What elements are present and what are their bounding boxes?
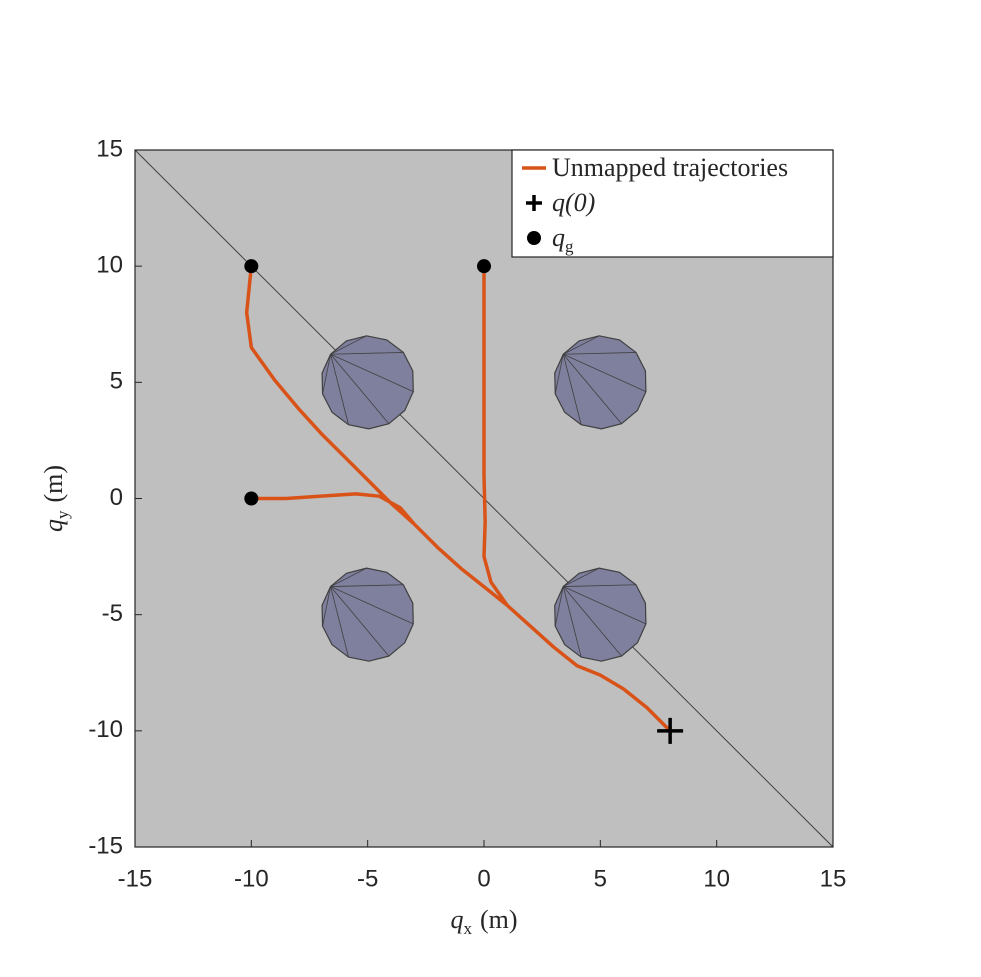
obstacle-shape xyxy=(321,567,414,662)
label-symbol: q xyxy=(39,519,68,532)
label-symbol: q xyxy=(450,905,463,934)
mesh-edge xyxy=(562,586,622,657)
y-axis-label: qy (m) xyxy=(39,465,72,532)
legend-plus xyxy=(526,195,542,211)
start-marker xyxy=(657,717,684,744)
legend-label: Unmapped trajectories xyxy=(552,153,788,182)
label-unit: (m) xyxy=(39,465,68,503)
legend-subscript: g xyxy=(565,237,574,256)
legend: Unmapped trajectories q(0) qg xyxy=(511,149,834,258)
y-tick-label: 10 xyxy=(96,252,123,279)
mesh-edge xyxy=(554,354,564,394)
mesh-edge xyxy=(330,567,367,587)
mesh-edge xyxy=(330,353,390,425)
mesh-edge xyxy=(330,584,404,587)
mesh-edge xyxy=(322,354,331,394)
y-tick-label: 5 xyxy=(110,368,123,395)
mesh-edge xyxy=(330,353,414,392)
mesh-edge xyxy=(330,352,404,355)
label-unit: (m) xyxy=(480,905,518,934)
x-tick-label: 10 xyxy=(703,865,730,892)
goal-marker xyxy=(477,259,491,274)
y-tick-label: 0 xyxy=(110,484,123,511)
mesh-edge xyxy=(563,584,637,587)
obstacle xyxy=(554,335,647,430)
mesh-edge xyxy=(330,335,367,355)
legend-label: qg xyxy=(552,223,574,256)
goal-marker xyxy=(244,491,259,506)
mesh-edge xyxy=(330,586,414,625)
x-tick-label: -15 xyxy=(118,865,153,892)
y-tick-label: -15 xyxy=(88,832,123,859)
y-tick-label: -5 xyxy=(102,600,123,627)
label-subscript: y xyxy=(53,510,72,519)
mesh-edge xyxy=(562,353,622,425)
y-tick-label: -10 xyxy=(88,716,123,743)
mesh-edge xyxy=(562,586,582,658)
obstacle xyxy=(321,567,414,662)
mesh-edge xyxy=(563,352,637,355)
legend-box xyxy=(511,149,834,258)
label-subscript: x xyxy=(463,919,472,938)
x-tick-label: 15 xyxy=(820,865,847,892)
y-tick-label: 15 xyxy=(96,135,123,162)
legend-label: q(0) xyxy=(552,188,595,217)
x-tick-label: -10 xyxy=(234,865,269,892)
x-axis-label: qx (m) xyxy=(450,905,517,938)
mesh-edge xyxy=(330,586,349,658)
mesh-edge xyxy=(563,567,600,587)
mesh-edge xyxy=(330,586,390,657)
obstacle-shape xyxy=(554,335,647,430)
goal-marker xyxy=(244,259,259,274)
x-tick-label: -5 xyxy=(357,865,378,892)
x-tick-label: 5 xyxy=(594,865,607,892)
x-tick-label: 0 xyxy=(477,865,490,892)
obstacle xyxy=(554,567,647,662)
mesh-edge xyxy=(562,354,582,425)
legend-dot xyxy=(527,231,541,245)
mesh-edge xyxy=(563,335,600,355)
mesh-edge xyxy=(563,586,647,625)
obstacle-shape xyxy=(321,335,414,430)
mesh-edge xyxy=(322,586,331,627)
mesh-edge xyxy=(563,353,647,392)
mesh-edge xyxy=(554,586,564,627)
obstacle xyxy=(321,335,414,430)
trajectory xyxy=(244,265,672,733)
obstacle-shape xyxy=(554,567,647,662)
mesh-edge xyxy=(330,354,349,425)
legend-symbol: q xyxy=(552,223,565,252)
